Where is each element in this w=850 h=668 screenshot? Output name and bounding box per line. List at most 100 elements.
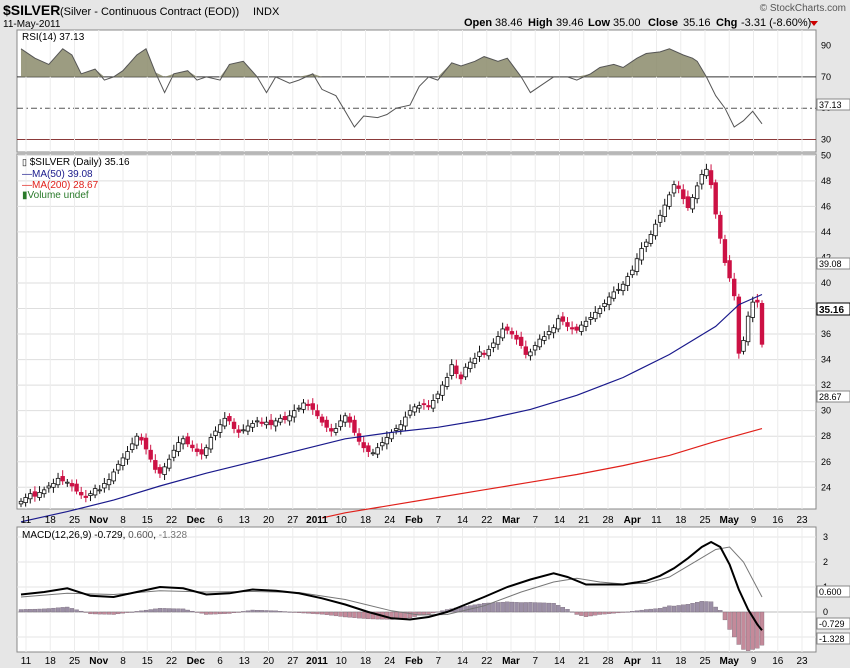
candle-body bbox=[157, 467, 163, 474]
candle-body bbox=[37, 491, 42, 498]
macd-hist-bar bbox=[338, 611, 343, 617]
candle-body bbox=[412, 406, 417, 413]
macd-hist-bar bbox=[630, 611, 635, 613]
candle-body bbox=[241, 429, 246, 432]
price-axis: 2426283032343638404244464850 bbox=[821, 150, 831, 492]
candle-body bbox=[542, 336, 547, 341]
macd-hist-bar bbox=[736, 611, 741, 645]
candle-body bbox=[398, 424, 403, 431]
price-tick-label: 48 bbox=[821, 176, 831, 186]
macd-hist-bar bbox=[315, 611, 320, 615]
candle-body bbox=[449, 364, 454, 376]
candlesticks bbox=[18, 163, 765, 508]
candle-body bbox=[500, 328, 505, 339]
macd-hist-bar bbox=[55, 607, 61, 613]
candle-body bbox=[579, 324, 584, 332]
candle-body bbox=[569, 327, 575, 330]
x-tick-label: Nov bbox=[89, 656, 108, 667]
candle-body bbox=[23, 497, 28, 504]
x-axis-upper: 11 18 25 Nov 8 15 22 Dec 6 13 20 27 2011 10 18 24 Feb 7 14… bbox=[21, 515, 808, 526]
macd-hist-bar bbox=[745, 611, 751, 651]
macd-hist-bar bbox=[681, 604, 686, 613]
candle-body bbox=[518, 336, 524, 346]
x-tick-label: 23 bbox=[796, 656, 808, 667]
x-tick-label: 8 bbox=[120, 515, 126, 526]
macd-hist-bar bbox=[491, 602, 496, 613]
macd-hist-bar bbox=[46, 608, 51, 613]
x-tick-label: 24 bbox=[384, 656, 396, 667]
rsi-tick-label: 30 bbox=[821, 134, 831, 144]
candle-body bbox=[616, 288, 621, 291]
candle-body bbox=[264, 421, 269, 426]
macd-line bbox=[20, 540, 763, 631]
x-tick-label: Feb bbox=[405, 515, 423, 526]
candle-body bbox=[148, 449, 153, 460]
macd-hist-bar bbox=[213, 611, 218, 615]
macd-hist-bar bbox=[329, 611, 334, 616]
candle-body bbox=[644, 241, 649, 247]
macd-hist-bar bbox=[88, 611, 93, 615]
macd-hist-bar bbox=[505, 601, 510, 613]
macd-hist-bar bbox=[143, 609, 149, 613]
candle-body bbox=[227, 416, 232, 422]
macd-hist-bar bbox=[611, 611, 616, 614]
candle-body bbox=[481, 352, 487, 355]
macd-hist-bar bbox=[190, 610, 195, 613]
candle-body bbox=[532, 345, 538, 351]
macd-hist-bar bbox=[732, 611, 737, 638]
macd-hist-bar bbox=[250, 609, 255, 613]
macd-hist-bar bbox=[500, 601, 505, 613]
candle-body bbox=[338, 420, 343, 428]
macd-panel bbox=[16, 526, 817, 653]
macd-hist-bar bbox=[287, 611, 292, 613]
candle-body bbox=[46, 485, 51, 489]
macd-hist-bar bbox=[662, 606, 667, 613]
candle-body bbox=[301, 402, 306, 410]
candle-body bbox=[708, 170, 714, 186]
candle-body bbox=[83, 495, 89, 498]
macd-histogram bbox=[18, 601, 765, 651]
x-tick-label: 25 bbox=[69, 515, 81, 526]
macd-hist-bar bbox=[347, 611, 352, 618]
candle-body bbox=[648, 234, 654, 244]
macd-hist-bar bbox=[699, 601, 704, 613]
candle-body bbox=[116, 463, 121, 471]
macd-hist-bar bbox=[268, 610, 274, 613]
candle-body bbox=[722, 239, 728, 263]
macd-hist-bar bbox=[167, 608, 172, 613]
macd-hist-badge bbox=[816, 632, 850, 645]
x-tick-label: 27 bbox=[287, 656, 299, 667]
brand-label[interactable]: © StockCharts.com bbox=[760, 3, 846, 14]
rsi-value-badge bbox=[816, 98, 850, 111]
macd-hist-bar bbox=[407, 611, 413, 619]
macd-hist-bar bbox=[431, 611, 436, 614]
macd-hist-bar bbox=[532, 602, 538, 613]
candle-body bbox=[278, 417, 283, 423]
macd-hist-bar bbox=[60, 607, 65, 613]
candle-body bbox=[79, 491, 84, 496]
macd-hist-bar bbox=[695, 602, 700, 613]
svg-text:35.16: 35.16 bbox=[683, 17, 711, 29]
x-tick-label: 18 bbox=[360, 656, 372, 667]
candle-body bbox=[162, 466, 167, 475]
candle-body bbox=[588, 317, 593, 320]
candle-body bbox=[625, 276, 630, 286]
ma50-badge bbox=[816, 257, 850, 270]
x-axis-lower: 11 18 25 Nov 8 15 22 Dec 6 13 20 27 2011 10 18 24 Feb 7 14… bbox=[21, 656, 808, 667]
volume-icon: ▮ bbox=[22, 190, 28, 201]
macd-hist-bar bbox=[616, 611, 621, 614]
svg-text:-3.31 (-8.60%): -3.31 (-8.60%) bbox=[741, 17, 811, 29]
candle-body bbox=[268, 419, 274, 426]
candle-body bbox=[134, 435, 139, 446]
x-tick-label: 14 bbox=[457, 515, 469, 526]
x-tick-label: 2011 bbox=[306, 656, 328, 667]
x-tick-label: 23 bbox=[796, 515, 808, 526]
candle-body bbox=[620, 283, 626, 292]
price-tick-label: 24 bbox=[821, 482, 831, 492]
candle-body bbox=[662, 204, 667, 217]
x-tick-label: 22 bbox=[481, 656, 493, 667]
x-tick-label: 28 bbox=[602, 515, 614, 526]
macd-hist-bar bbox=[486, 602, 491, 613]
symbol-name: (Silver - Continuous Contract (EOD)) bbox=[60, 6, 239, 18]
price-tick-label: 46 bbox=[821, 201, 831, 211]
